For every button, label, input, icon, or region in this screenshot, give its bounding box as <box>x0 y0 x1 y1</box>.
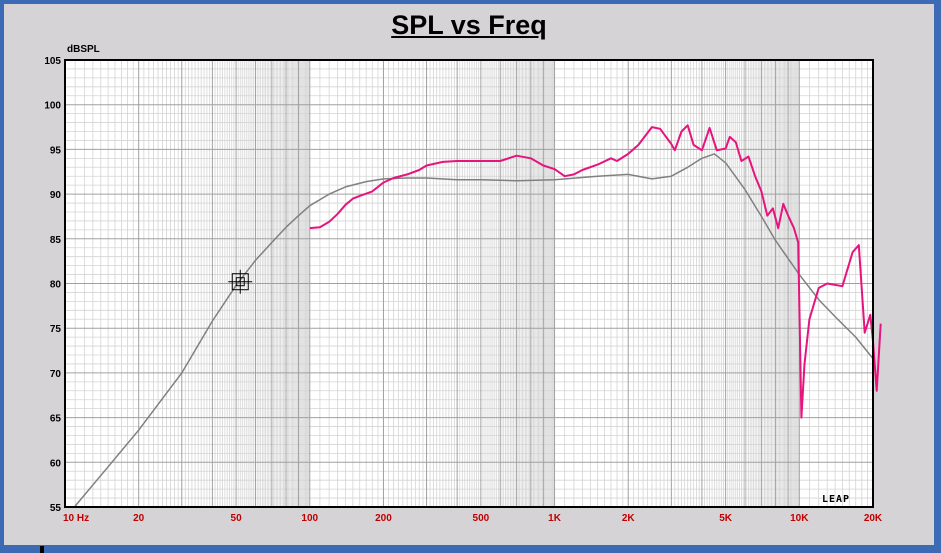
y-tick-label: 65 <box>50 414 62 425</box>
y-tick-label: 60 <box>50 458 62 469</box>
y-tick-labels: 55 60 65 70 75 80 85 90 95 100 105 <box>44 56 61 514</box>
x-tick-label: 50 <box>231 513 243 524</box>
y-axis-label: dBSPL <box>67 44 100 55</box>
cursor-marker[interactable] <box>228 269 253 294</box>
series-layer <box>74 124 882 507</box>
y-tick-label: 80 <box>50 280 62 291</box>
y-tick-label: 75 <box>50 324 62 335</box>
y-tick-label: 95 <box>50 145 62 156</box>
x-tick-label: 100 <box>301 513 318 524</box>
x-tick-label: 500 <box>473 513 490 524</box>
x-tick-labels: 10 Hz 20 50 100 200 500 1K 2K 5K 10K 20K <box>63 513 883 524</box>
x-tick-label: 5K <box>719 513 733 524</box>
y-tick-label: 100 <box>44 101 61 112</box>
x-tick-label: 10K <box>790 513 809 524</box>
x-tick-label: 2K <box>622 513 636 524</box>
x-tick-label: 20K <box>864 513 883 524</box>
x-tick-label: 200 <box>375 513 392 524</box>
y-tick-label: 70 <box>50 369 62 380</box>
plot-border <box>64 59 874 508</box>
series-line-1 <box>74 153 874 507</box>
window-bottom-border <box>0 545 941 553</box>
y-tick-label: 105 <box>44 56 61 67</box>
leap-logo: LEAP <box>822 494 850 505</box>
y-tick-label: 85 <box>50 235 62 246</box>
x-tick-label: 10 Hz <box>63 513 89 524</box>
resize-handle[interactable] <box>40 546 44 553</box>
y-tick-label: 55 <box>50 503 62 514</box>
x-tick-label: 1K <box>548 513 562 524</box>
x-tick-label: 20 <box>133 513 145 524</box>
series-line-2 <box>309 124 882 419</box>
y-tick-label: 90 <box>50 190 62 201</box>
chart-title: SPL vs Freq <box>391 10 547 40</box>
